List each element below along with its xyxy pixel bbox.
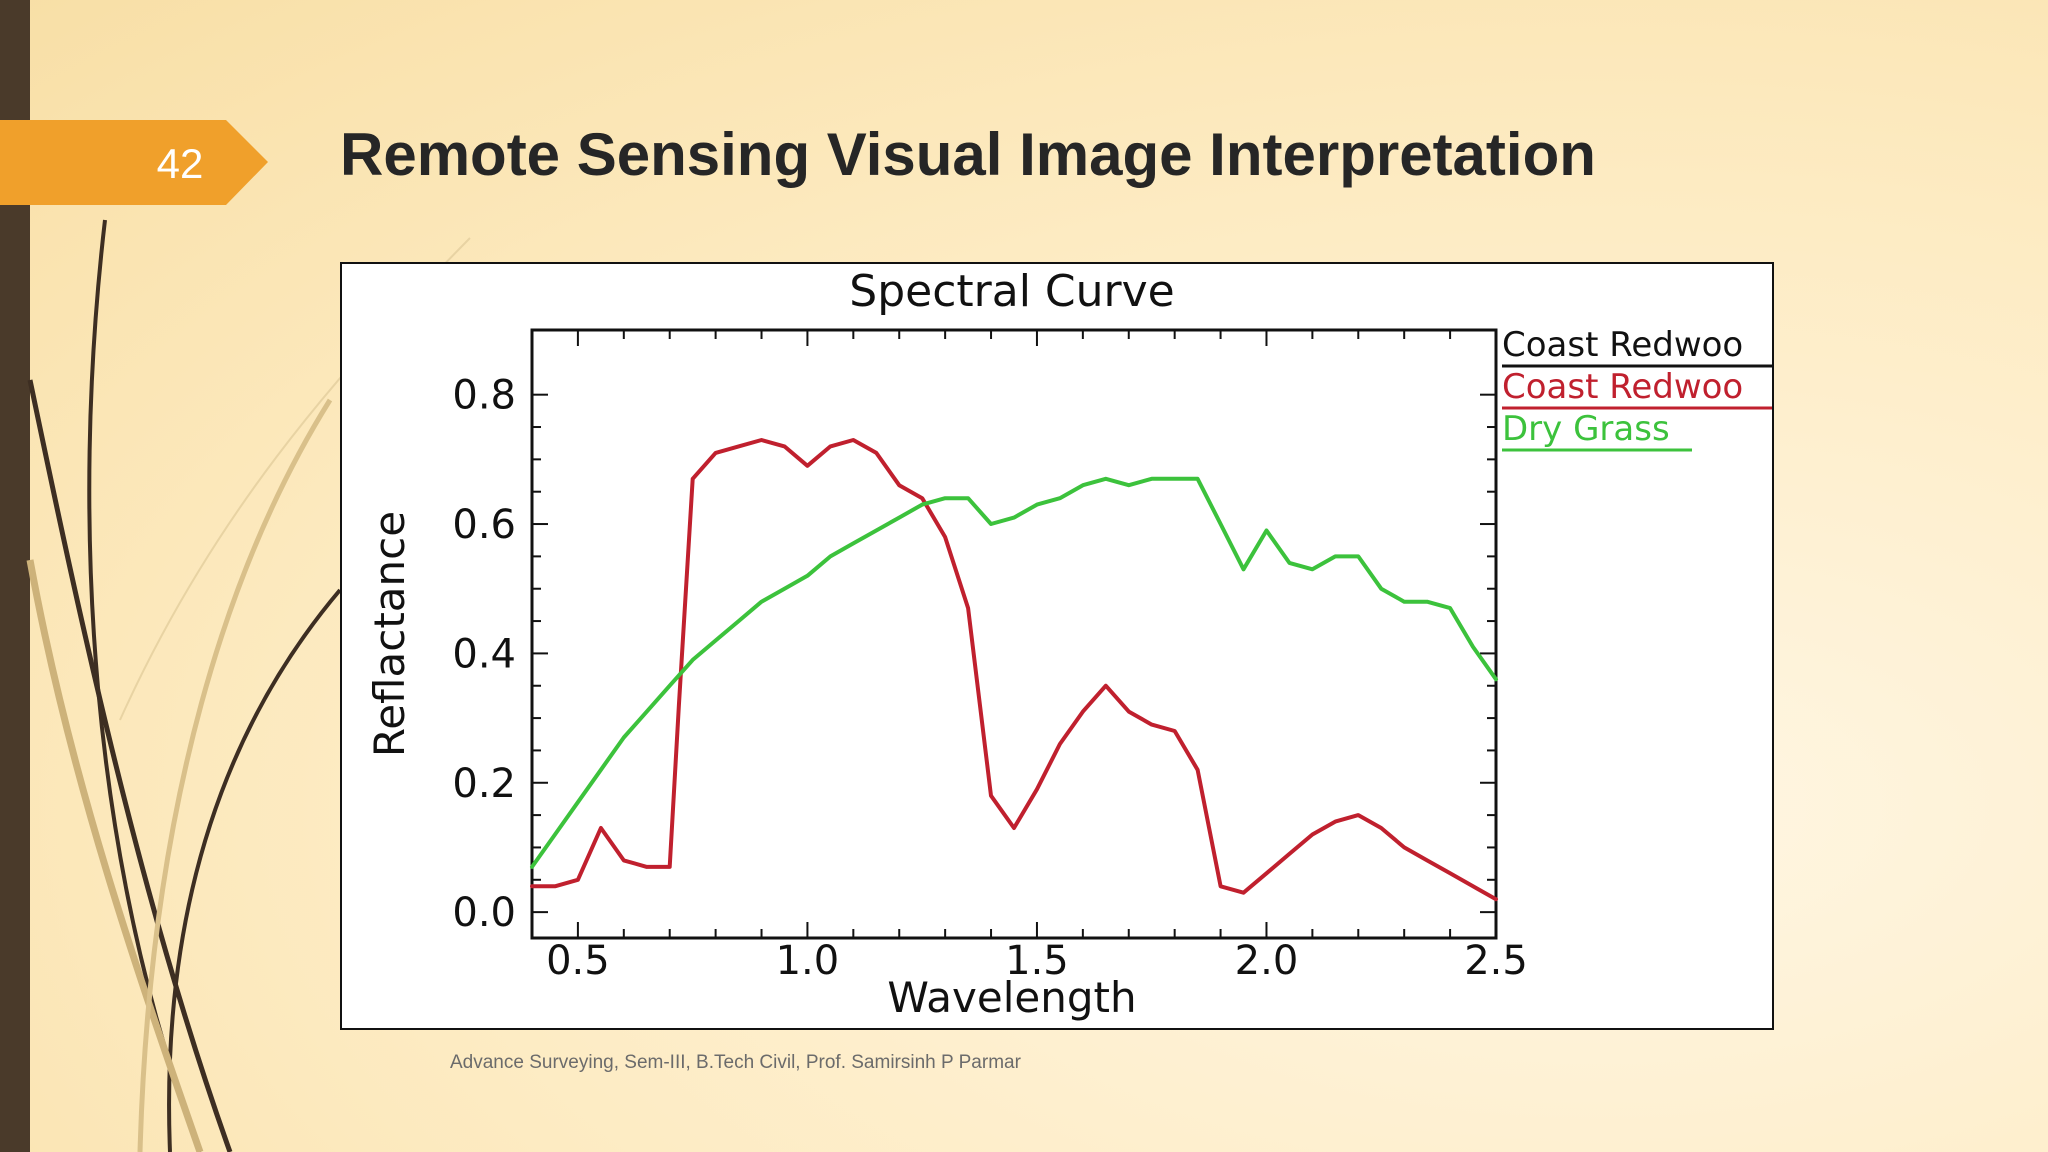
chart-image-frame: Spectral Curve 0.0 0.2 0.4 0.6 0.8 0.5 1.0 1.5… (340, 262, 1774, 1030)
x-tick-label: 1.5 (1005, 938, 1069, 984)
spectral-curve-chart: Spectral Curve 0.0 0.2 0.4 0.6 0.8 0.5 1.0 1.5… (365, 266, 1772, 1022)
legend-label: Coast Redwoo (1502, 325, 1743, 365)
y-tick-label: 0.8 (452, 373, 516, 419)
axis-ticks (532, 330, 1497, 938)
y-tick-label: 0.4 (452, 631, 516, 677)
y-tick-label: 0.6 (452, 502, 516, 548)
chart-title: Spectral Curve (849, 266, 1174, 317)
y-axis-title: Reflactance (365, 511, 414, 757)
y-tick-label: 0.2 (452, 761, 516, 807)
slide-number-badge (0, 120, 268, 205)
x-tick-label: 2.0 (1235, 938, 1299, 984)
series-line-2 (530, 438, 1498, 902)
slide-title: Remote Sensing Visual Image Interpretati… (340, 121, 1596, 188)
decorative-curve (137, 398, 333, 1152)
decorative-curve (27, 379, 233, 1152)
series-line-3 (530, 476, 1498, 869)
x-tick-label: 0.5 (546, 938, 610, 984)
plot-area-border (530, 328, 1498, 940)
series-lines (530, 438, 1498, 902)
x-tick-label: 1.0 (776, 938, 840, 984)
legend-label: Coast Redwoo (1502, 367, 1743, 407)
y-axis-tick-labels: 0.0 0.2 0.4 0.6 0.8 (452, 373, 516, 936)
decorative-curve (26, 559, 204, 1152)
x-axis-title: Wavelength (887, 973, 1136, 1022)
slide-footer: Advance Surveying, Sem-III, B.Tech Civil… (450, 1052, 1021, 1073)
slide-number: 42 (156, 140, 204, 187)
x-tick-label: 2.5 (1464, 938, 1528, 984)
x-axis-tick-labels: 0.5 1.0 1.5 2.0 2.5 (546, 938, 1528, 984)
decorative-curve (167, 588, 342, 1152)
y-tick-label: 0.0 (452, 890, 516, 936)
legend-label: Dry Grass (1502, 409, 1670, 449)
